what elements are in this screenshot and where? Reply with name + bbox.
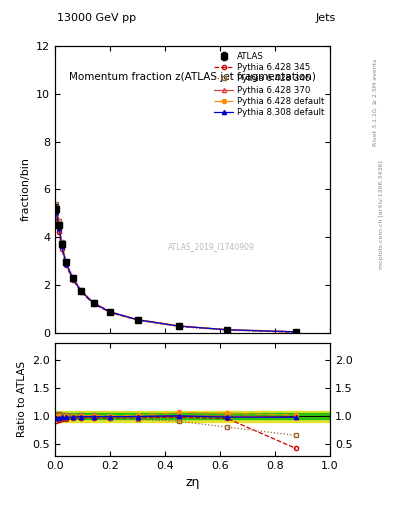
- Pythia 6.428 346: [135, 317, 140, 324]
- Pythia 6.428 346: [225, 327, 230, 333]
- Pythia 6.428 default: [79, 288, 84, 294]
- Pythia 6.428 345: [135, 317, 140, 323]
- Pythia 6.428 345: [57, 229, 62, 236]
- Pythia 8.308 default: [108, 309, 112, 315]
- Text: Rivet 3.1.10, ≥ 2.5M events: Rivet 3.1.10, ≥ 2.5M events: [373, 59, 378, 146]
- Pythia 6.428 default: [71, 275, 75, 281]
- Pythia 6.428 346: [79, 287, 84, 293]
- Pythia 6.428 default: [108, 309, 112, 315]
- Pythia 8.308 default: [135, 316, 140, 323]
- Pythia 6.428 default: [293, 329, 298, 335]
- Pythia 6.428 345: [225, 327, 230, 333]
- Pythia 6.428 346: [108, 309, 112, 315]
- Text: 13000 GeV pp: 13000 GeV pp: [57, 13, 136, 23]
- Pythia 6.428 370: [135, 316, 140, 323]
- Pythia 6.428 370: [79, 288, 84, 294]
- Pythia 6.428 345: [293, 329, 298, 335]
- Pythia 8.308 default: [57, 225, 62, 231]
- Pythia 6.428 346: [71, 274, 75, 281]
- Pythia 6.428 default: [135, 316, 140, 323]
- Line: Pythia 6.428 default: Pythia 6.428 default: [54, 209, 298, 334]
- Y-axis label: Ratio to ATLAS: Ratio to ATLAS: [17, 361, 27, 437]
- Pythia 6.428 370: [71, 275, 75, 282]
- Pythia 6.428 default: [91, 300, 96, 306]
- Pythia 6.428 default: [64, 260, 68, 266]
- Line: Pythia 6.428 346: Pythia 6.428 346: [54, 202, 298, 334]
- Pythia 6.428 default: [225, 327, 230, 333]
- Pythia 8.308 default: [79, 288, 84, 294]
- Pythia 6.428 370: [225, 327, 230, 333]
- Pythia 6.428 346: [64, 258, 68, 264]
- Pythia 6.428 370: [60, 243, 64, 249]
- Pythia 6.428 default: [176, 323, 181, 329]
- Pythia 6.428 default: [57, 223, 62, 229]
- Pythia 6.428 370: [91, 300, 96, 306]
- Pythia 6.428 370: [57, 225, 62, 231]
- Pythia 6.428 346: [57, 218, 62, 224]
- Pythia 8.308 default: [293, 329, 298, 335]
- Line: Pythia 6.428 345: Pythia 6.428 345: [54, 216, 298, 334]
- Y-axis label: fraction/bin: fraction/bin: [20, 157, 31, 221]
- Pythia 6.428 345: [176, 323, 181, 329]
- Pythia 6.428 346: [91, 300, 96, 306]
- Pythia 6.428 346: [60, 239, 64, 245]
- Legend: ATLAS, Pythia 6.428 345, Pythia 6.428 346, Pythia 6.428 370, Pythia 6.428 defaul: ATLAS, Pythia 6.428 345, Pythia 6.428 34…: [211, 49, 327, 120]
- Text: Jets: Jets: [316, 13, 336, 23]
- Pythia 6.428 345: [54, 215, 59, 221]
- Pythia 8.308 default: [225, 327, 230, 333]
- Text: ATLAS_2019_I1740909: ATLAS_2019_I1740909: [168, 242, 255, 251]
- Pythia 6.428 346: [176, 324, 181, 330]
- Pythia 8.308 default: [71, 275, 75, 282]
- Text: mcplots.cern.ch [arXiv:1306.3436]: mcplots.cern.ch [arXiv:1306.3436]: [380, 161, 384, 269]
- Pythia 6.428 default: [60, 242, 64, 248]
- Pythia 6.428 345: [91, 301, 96, 307]
- Pythia 8.308 default: [60, 243, 64, 249]
- X-axis label: zη: zη: [185, 476, 200, 489]
- Pythia 6.428 370: [108, 309, 112, 315]
- Pythia 6.428 370: [54, 210, 59, 217]
- Pythia 6.428 370: [293, 329, 298, 335]
- Bar: [55, 411, 330, 422]
- Bar: [55, 414, 330, 419]
- Pythia 6.428 345: [60, 246, 64, 252]
- Pythia 6.428 370: [176, 323, 181, 329]
- Pythia 6.428 346: [293, 329, 298, 335]
- Pythia 6.428 346: [54, 201, 59, 207]
- Pythia 8.308 default: [54, 209, 59, 215]
- Pythia 6.428 370: [64, 260, 68, 266]
- Line: Pythia 6.428 370: Pythia 6.428 370: [54, 211, 298, 334]
- Pythia 6.428 345: [108, 309, 112, 315]
- Pythia 6.428 default: [54, 208, 59, 214]
- Pythia 6.428 345: [79, 289, 84, 295]
- Text: Momentum fraction z(ATLAS jet fragmentation): Momentum fraction z(ATLAS jet fragmentat…: [69, 72, 316, 82]
- Line: Pythia 8.308 default: Pythia 8.308 default: [54, 210, 298, 334]
- Pythia 8.308 default: [91, 300, 96, 306]
- Pythia 6.428 345: [71, 276, 75, 283]
- Pythia 8.308 default: [64, 261, 68, 267]
- Pythia 8.308 default: [176, 323, 181, 329]
- Pythia 6.428 345: [64, 262, 68, 268]
